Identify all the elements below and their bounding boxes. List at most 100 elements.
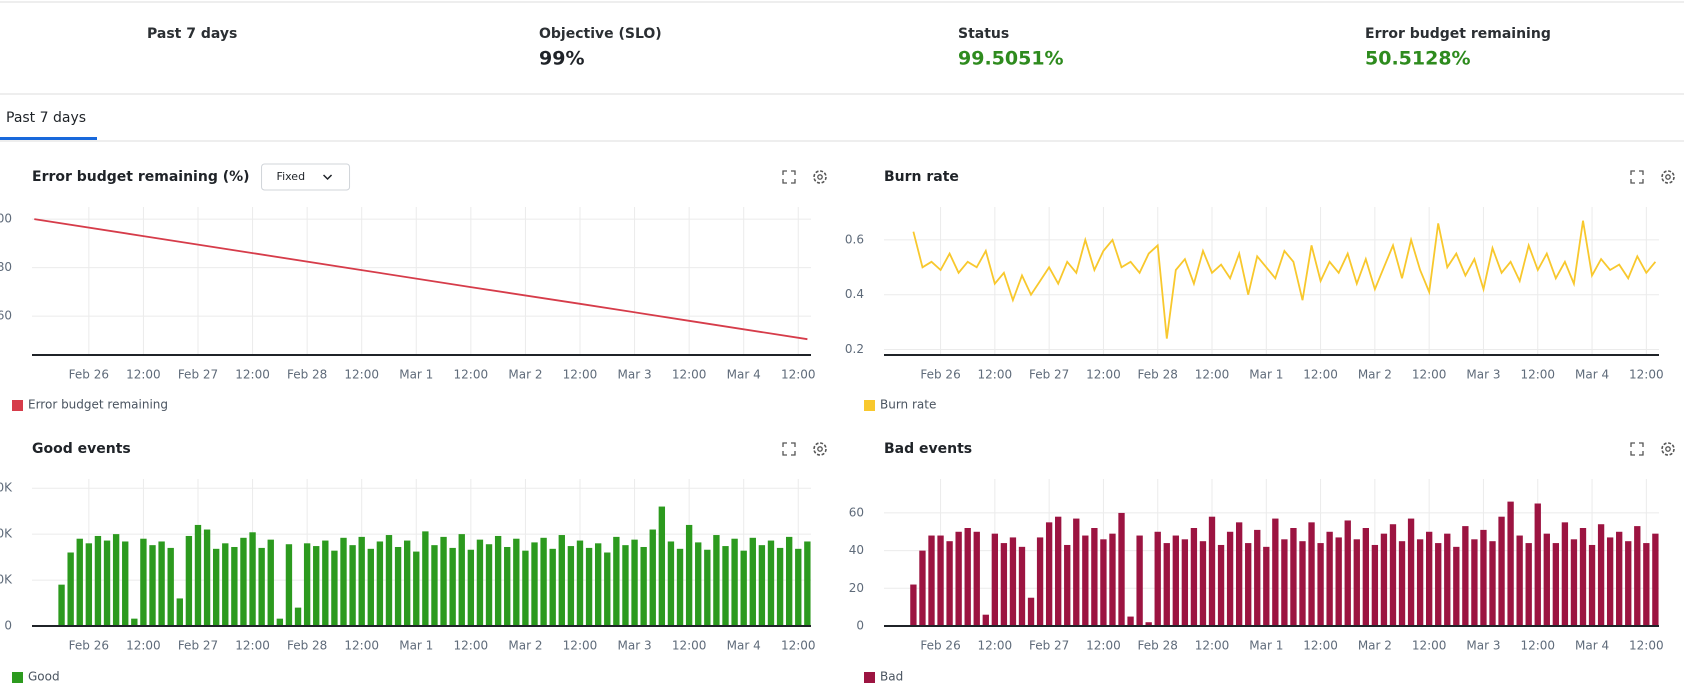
x-tick-label: Feb 27: [178, 368, 218, 382]
summary-label: Error budget remaining: [1365, 26, 1551, 42]
summary-value: 99%: [539, 48, 584, 70]
bar: [194, 524, 202, 626]
bar: [1100, 539, 1107, 626]
settings-icon[interactable]: [1661, 170, 1675, 184]
bar: [1091, 528, 1098, 626]
legend-label: Error budget remaining: [28, 398, 168, 412]
bar: [1453, 546, 1460, 626]
bar: [676, 548, 684, 626]
settings-icon[interactable]: [813, 170, 827, 184]
expand-icon[interactable]: [1630, 170, 1644, 184]
expand-icon[interactable]: [782, 442, 796, 456]
bar: [1543, 533, 1550, 626]
bar: [1616, 531, 1623, 626]
bar: [649, 529, 656, 626]
bar: [1000, 543, 1008, 626]
y-tick-label: 60: [849, 505, 864, 519]
bar: [222, 543, 229, 626]
bar: [85, 543, 93, 626]
dropdown-value[interactable]: Fixed: [277, 170, 306, 183]
bar: [795, 548, 802, 626]
bar: [1190, 528, 1198, 626]
bar: [1489, 541, 1496, 626]
bar: [1371, 544, 1379, 626]
bar: [1118, 512, 1125, 626]
dropdown[interactable]: [261, 163, 351, 191]
bar: [67, 552, 74, 626]
bar: [1416, 539, 1424, 626]
x-tick-label: Mar 3: [618, 639, 652, 653]
bar: [449, 547, 456, 626]
bar: [658, 506, 666, 626]
x-tick-label: Mar 4: [1575, 368, 1609, 382]
bar: [258, 547, 265, 626]
x-tick-label: Feb 28: [287, 368, 327, 382]
bar: [549, 548, 556, 626]
bar: [585, 547, 593, 626]
bar: [1435, 543, 1442, 626]
y-tick-label: 5.0K: [0, 573, 13, 587]
bar: [531, 542, 538, 626]
legend-label: Good: [28, 670, 60, 684]
panel-title: Burn rate: [884, 169, 959, 185]
bar: [185, 535, 193, 626]
bar: [131, 618, 138, 626]
bar: [973, 531, 980, 626]
bar: [1235, 522, 1243, 626]
bar: [367, 548, 374, 626]
bar: [1217, 544, 1225, 626]
bar: [1064, 544, 1071, 626]
bar: [991, 533, 999, 626]
bar: [1036, 537, 1044, 626]
x-tick-label: 12:00: [126, 368, 161, 382]
bar: [403, 540, 411, 626]
x-tick-label: 12:00: [454, 639, 489, 653]
bar: [604, 552, 611, 626]
bar: [731, 538, 738, 626]
bar: [231, 546, 238, 626]
bar: [540, 537, 547, 626]
bar: [1516, 535, 1523, 626]
bar: [1643, 543, 1650, 626]
bar: [704, 549, 711, 626]
bar: [1326, 531, 1333, 626]
x-tick-label: Feb 27: [1029, 368, 1069, 382]
x-tick-label: 12:00: [672, 368, 707, 382]
bar: [946, 541, 953, 626]
bar: [394, 546, 402, 626]
x-tick-label: 12:00: [1086, 639, 1121, 653]
bar: [758, 545, 766, 626]
bar: [1145, 622, 1152, 626]
bar: [1597, 524, 1605, 626]
bar: [1172, 535, 1179, 626]
bar: [167, 547, 174, 626]
bar: [349, 545, 356, 626]
bar: [713, 535, 720, 626]
x-tick-label: 12:00: [978, 368, 1013, 382]
bar: [203, 529, 211, 626]
bar: [340, 537, 347, 626]
bar: [1073, 518, 1080, 626]
bar: [1652, 533, 1659, 626]
settings-icon[interactable]: [1661, 442, 1675, 456]
panel-title: Bad events: [884, 441, 972, 457]
expand-icon[interactable]: [782, 170, 796, 184]
x-tick-label: 12:00: [235, 639, 270, 653]
bar: [1163, 543, 1170, 626]
bar: [1299, 541, 1306, 626]
settings-icon[interactable]: [813, 442, 827, 456]
bar: [1525, 543, 1532, 626]
bar: [1272, 518, 1279, 626]
x-tick-label: Mar 3: [1466, 368, 1500, 382]
bar: [485, 544, 493, 626]
bar: [294, 607, 302, 626]
expand-icon[interactable]: [1630, 442, 1644, 456]
summary-value: 50.5128%: [1365, 48, 1471, 70]
bar: [76, 538, 83, 626]
bar: [94, 535, 102, 626]
bar: [1471, 539, 1478, 626]
bar: [122, 541, 129, 626]
bar: [1552, 543, 1560, 626]
tab[interactable]: Past 7 days: [6, 110, 86, 126]
